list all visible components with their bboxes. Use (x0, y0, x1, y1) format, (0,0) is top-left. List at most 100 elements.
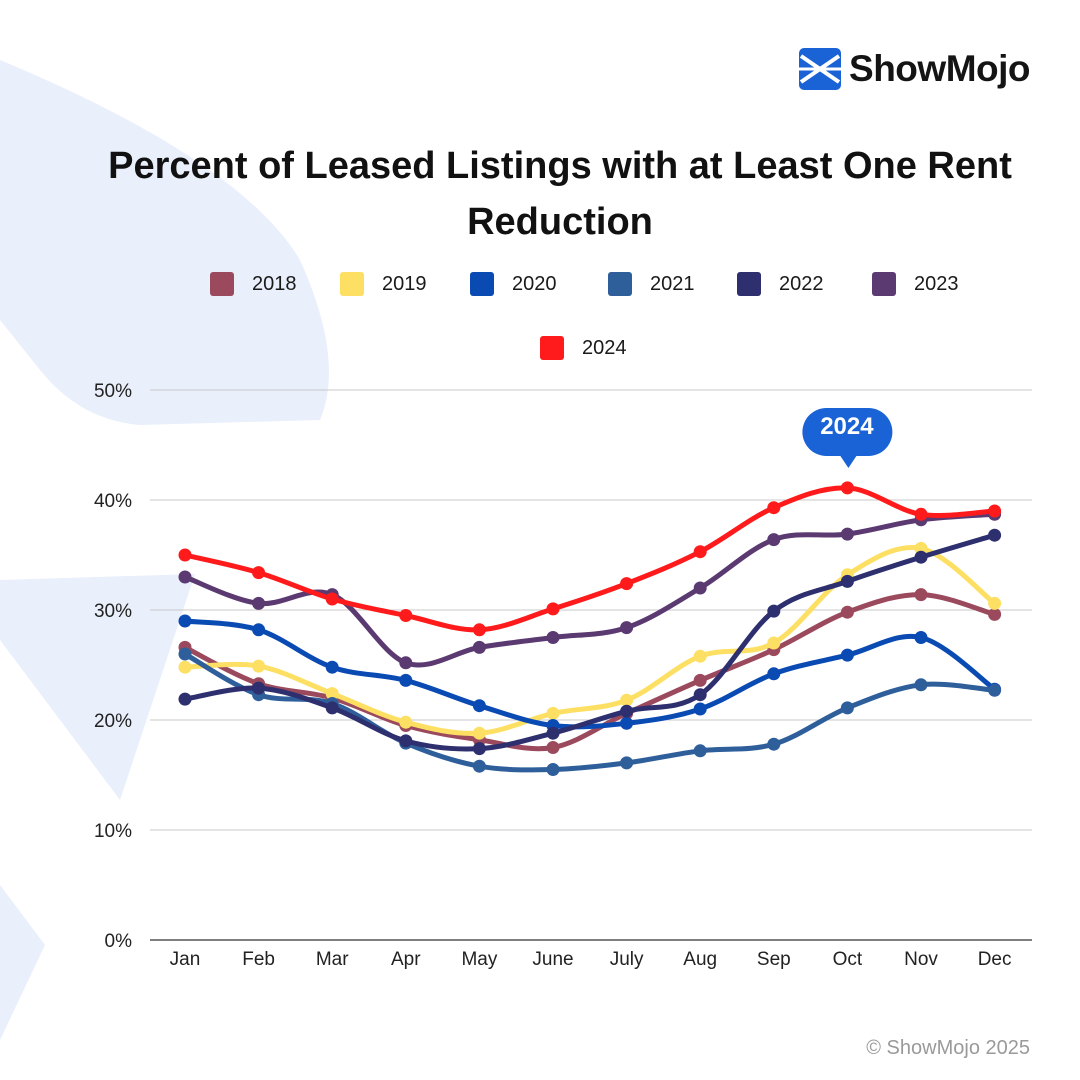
brand-logo: ShowMojo (799, 48, 1030, 90)
series-line-2021 (182, 651, 998, 773)
data-point-2022 (840, 574, 854, 588)
x-tick-label: Mar (316, 949, 349, 970)
legend-swatch (470, 272, 494, 296)
legend-item-2019: 2019 (340, 272, 427, 296)
data-point-2021 (840, 701, 854, 715)
data-point-2019 (693, 649, 707, 663)
brand-name: ShowMojo (849, 48, 1030, 89)
data-point-2024 (252, 566, 266, 580)
data-point-2020 (914, 631, 928, 644)
data-point-2019 (325, 687, 339, 701)
legend-label: 2020 (512, 272, 557, 295)
data-point-2024 (914, 507, 928, 521)
data-point-2022 (325, 701, 339, 715)
data-point-2018 (988, 607, 1002, 621)
data-point-2024 (620, 577, 634, 591)
data-point-2024 (840, 481, 854, 495)
data-point-2020 (620, 716, 634, 730)
x-tick-label: Jan (170, 949, 201, 970)
legend-label: 2023 (914, 272, 959, 295)
data-point-2019 (620, 693, 634, 707)
x-tick-label: Aug (683, 949, 717, 970)
data-point-2022 (914, 550, 928, 564)
x-tick-label: Feb (242, 949, 275, 970)
legend-item-2022: 2022 (737, 272, 824, 296)
data-point-2022 (472, 742, 486, 756)
data-point-2023 (693, 581, 707, 595)
data-point-2024 (693, 545, 707, 559)
data-point-2023 (472, 640, 486, 654)
showmojo-logo-icon (799, 48, 842, 90)
y-tick-label: 40% (94, 491, 132, 512)
data-point-2024 (472, 623, 486, 637)
legend-swatch (608, 272, 632, 296)
legend-item-2018: 2018 (210, 272, 297, 296)
data-point-2023 (399, 656, 413, 670)
data-point-2019 (988, 596, 1002, 610)
legend-label: 2022 (779, 272, 824, 295)
data-point-2024 (767, 501, 781, 515)
copyright-text: © ShowMojo 2025 (866, 1037, 1030, 1059)
data-point-2022 (767, 604, 781, 618)
data-point-2021 (767, 737, 781, 751)
data-point-2020 (767, 667, 781, 681)
data-point-2024 (399, 609, 413, 622)
series-line-2019 (182, 545, 998, 736)
data-point-2023 (620, 621, 634, 635)
x-tick-label: Dec (978, 949, 1012, 970)
data-point-2024 (546, 602, 560, 616)
legend-item-2023: 2023 (872, 272, 959, 296)
data-point-2019 (178, 660, 192, 674)
data-point-2022 (620, 704, 634, 718)
data-point-2020 (178, 614, 192, 628)
x-tick-label: Sep (757, 949, 791, 970)
data-point-2020 (252, 623, 266, 637)
legend-item-2020: 2020 (470, 272, 557, 296)
legend-label: 2018 (252, 272, 297, 295)
x-tick-label: Oct (833, 949, 863, 970)
y-tick-label: 50% (94, 381, 132, 402)
data-point-2022 (178, 692, 192, 706)
data-point-2021 (914, 678, 928, 692)
data-point-2020 (472, 699, 486, 713)
data-point-2022 (693, 688, 707, 702)
x-tick-label: Nov (904, 949, 938, 970)
x-tick-label: Apr (391, 949, 421, 970)
annotation-label: 2024 (820, 413, 874, 440)
data-point-2021 (620, 756, 634, 770)
legend-label: 2021 (650, 272, 695, 295)
data-point-2023 (767, 533, 781, 547)
data-point-2018 (840, 605, 854, 619)
data-point-2018 (546, 741, 560, 754)
annotation-callout (802, 408, 893, 468)
chart-title: Percent of Leased Listings with at Least… (108, 145, 1012, 243)
data-point-2020 (693, 702, 707, 716)
legend-swatch (737, 272, 761, 296)
data-point-2024 (988, 504, 1002, 518)
legend-swatch (340, 272, 364, 296)
data-point-2018 (693, 673, 707, 687)
series-line-2020 (182, 618, 998, 730)
data-point-2021 (472, 759, 486, 773)
data-point-2019 (546, 706, 560, 720)
x-tick-label: July (610, 949, 644, 970)
data-point-2023 (178, 570, 192, 584)
x-tick-label: May (461, 949, 497, 970)
data-point-2019 (399, 715, 413, 729)
legend-swatch (540, 336, 564, 360)
data-point-2022 (399, 734, 413, 748)
data-point-2024 (178, 548, 192, 562)
y-tick-label: 20% (94, 711, 132, 732)
data-point-2018 (914, 588, 928, 602)
data-point-2020 (840, 648, 854, 662)
data-point-2023 (252, 596, 266, 610)
data-point-2023 (546, 631, 560, 644)
data-point-2021 (178, 647, 192, 661)
data-point-2019 (252, 659, 266, 673)
data-point-2022 (252, 681, 266, 695)
legend-label: 2019 (382, 272, 427, 295)
legend-swatch (872, 272, 896, 296)
data-point-2021 (693, 744, 707, 758)
